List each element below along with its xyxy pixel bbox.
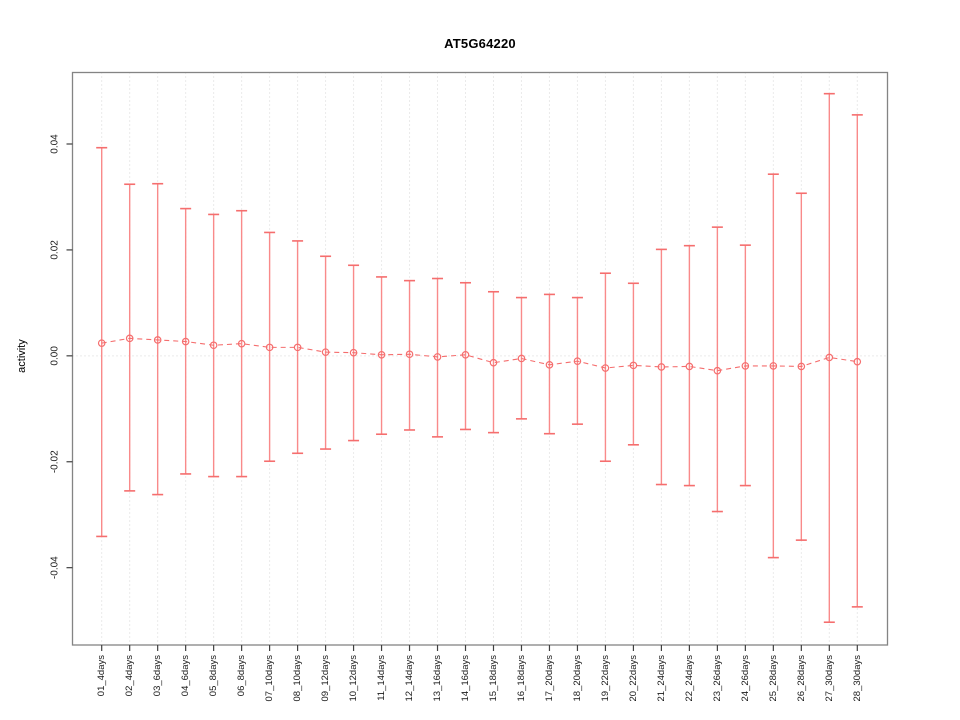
x-tick-label: 06_8days	[236, 655, 247, 696]
data-point-marker	[853, 357, 862, 366]
x-tick-label: 17_20days	[544, 655, 555, 702]
x-tick-label: 10_12days	[348, 655, 359, 702]
data-point-marker	[517, 354, 526, 363]
data-point-marker	[125, 334, 134, 343]
data-point-marker	[461, 350, 470, 359]
y-tick-label: 0.00	[50, 346, 61, 366]
x-tick-label: 01_4days	[96, 655, 107, 696]
x-tick-label: 25_28days	[768, 655, 779, 702]
x-tick-label: 27_30days	[824, 655, 835, 702]
data-point-marker	[797, 362, 806, 371]
x-tick-label: 11_14days	[376, 655, 387, 701]
y-tick-label: -0.04	[50, 556, 61, 579]
data-point-marker	[489, 358, 498, 367]
x-tick-label: 08_10days	[292, 655, 303, 702]
x-tick-label: 16_18days	[516, 655, 527, 702]
x-tick-label: 19_22days	[600, 655, 611, 702]
x-tick-label: 05_8days	[208, 655, 219, 696]
data-point-marker	[657, 363, 666, 371]
data-point-marker	[769, 362, 778, 370]
data-point-marker	[293, 343, 302, 352]
data-point-marker	[97, 339, 106, 347]
data-point-marker	[741, 362, 750, 370]
data-point-marker	[545, 361, 554, 369]
x-tick-label: 28_30days	[852, 655, 863, 702]
x-tick-label: 07_10days	[264, 655, 275, 702]
y-tick-label: 0.02	[50, 240, 61, 260]
chart-title: AT5G64220	[444, 36, 516, 51]
x-tick-label: 12_14days	[404, 655, 415, 702]
x-tick-label: 14_16days	[460, 655, 471, 702]
x-tick-label: 23_26days	[712, 655, 723, 702]
data-point-marker	[629, 361, 638, 370]
x-tick-label: 20_22days	[628, 655, 639, 702]
data-point-marker	[405, 350, 414, 359]
data-point-marker	[685, 362, 694, 371]
data-point-marker	[573, 357, 582, 365]
data-point-marker	[265, 343, 274, 352]
data-point-marker	[601, 364, 610, 372]
data-point-marker	[321, 348, 330, 356]
data-point-marker	[433, 353, 442, 361]
x-tick-label: 22_24days	[684, 655, 695, 702]
x-tick-label: 03_6days	[152, 655, 163, 696]
x-tick-label: 24_26days	[740, 655, 751, 702]
x-tick-label: 13_16days	[432, 655, 443, 702]
y-tick-label: -0.02	[50, 450, 61, 473]
series-line	[101, 337, 858, 372]
x-tick-label: 18_20days	[572, 655, 583, 702]
y-tick-label: 0.04	[50, 134, 61, 154]
data-point-marker	[825, 353, 834, 362]
x-tick-label: 26_28days	[796, 655, 807, 702]
data-point-marker	[377, 350, 386, 359]
x-tick-label: 09_12days	[320, 655, 331, 702]
data-point-marker	[181, 337, 190, 346]
data-point-marker	[713, 366, 722, 375]
data-point-marker	[153, 336, 162, 344]
data-point-marker	[209, 341, 218, 350]
x-tick-label: 02_4days	[124, 655, 135, 696]
x-tick-label: 21_24days	[656, 655, 667, 702]
data-point-marker	[237, 339, 246, 348]
x-tick-label: 15_18days	[488, 655, 499, 702]
plot-frame	[71, 71, 889, 646]
data-point-marker	[349, 348, 358, 357]
x-tick-label: 04_6days	[180, 655, 191, 696]
